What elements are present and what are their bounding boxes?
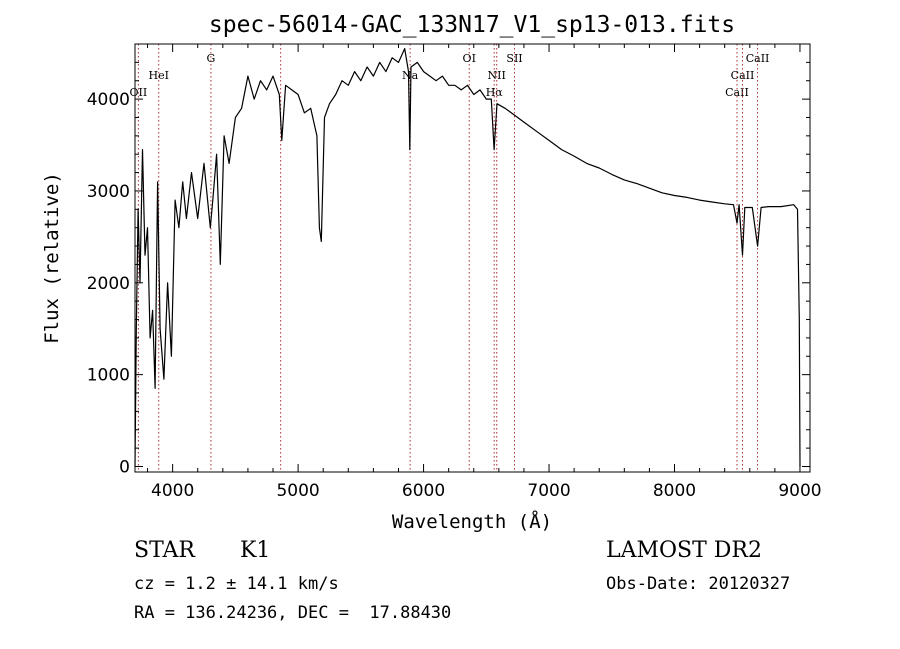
line-marker-label: CaII: [725, 86, 749, 99]
line-marker-label: OI: [463, 52, 476, 65]
y-tick-label: 4000: [87, 90, 130, 110]
line-marker-label: CaII: [746, 52, 770, 65]
y-axis-label: Flux (relative): [41, 172, 63, 344]
x-tick-label: 5000: [276, 481, 319, 501]
x-tick-label: 9000: [778, 481, 821, 501]
redshift-text: cz = 1.2 ± 14.1 km/s: [134, 574, 339, 594]
line-marker-label: OII: [130, 86, 148, 99]
chart-title: spec-56014-GAC_133N17_V1_sp13-013.fits: [209, 12, 735, 38]
y-tick-label: 1000: [87, 366, 130, 386]
object-type: STAR: [134, 538, 195, 563]
coordinates-text: RA = 136.24236, DEC = 17.88430: [134, 603, 452, 623]
line-marker-label: Hα: [486, 86, 504, 99]
y-tick-label: 3000: [87, 182, 130, 202]
y-axis-ticks: 0 1000 2000 3000 4000: [87, 61, 810, 477]
line-marker-label: G: [207, 52, 216, 65]
x-tick-label: 7000: [527, 481, 570, 501]
x-axis-ticks: 4000 5000 6000 7000 8000 9000: [147, 44, 822, 501]
spectrum-line: [134, 47, 801, 467]
y-tick-label: 2000: [87, 274, 130, 294]
x-tick-label: 4000: [151, 481, 194, 501]
line-marker-label: NII: [488, 69, 506, 82]
x-tick-label: 6000: [402, 481, 445, 501]
line-marker-label: HeI: [148, 69, 168, 82]
line-marker-label: CaII: [731, 69, 755, 82]
spectral-subclass: K1: [240, 538, 271, 563]
line-marker-label: SII: [506, 52, 522, 65]
observation-date: Obs-Date: 20120327: [606, 574, 791, 594]
x-tick-label: 8000: [653, 481, 696, 501]
x-axis-label: Wavelength (Å): [392, 510, 552, 533]
y-tick-label: 0: [119, 457, 130, 477]
plot-frame: [134, 43, 811, 473]
survey-name: LAMOST DR2: [606, 538, 762, 563]
